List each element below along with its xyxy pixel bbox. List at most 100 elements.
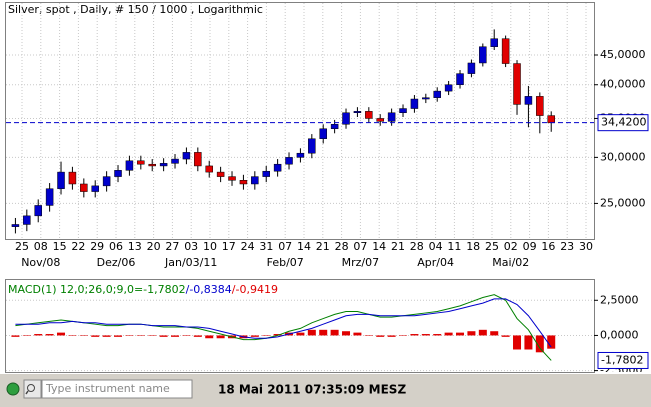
search-placeholder: Type instrument name xyxy=(45,382,170,395)
histogram-bar xyxy=(182,335,191,336)
search-input[interactable] xyxy=(41,379,193,399)
histogram-bar xyxy=(193,335,202,337)
x-tick-label: 10 xyxy=(203,240,217,253)
legend-entry: /-0,8384 xyxy=(186,283,232,296)
candle-body xyxy=(376,118,384,122)
x-tick-label: 25 xyxy=(485,240,499,253)
histogram-bar xyxy=(262,335,271,336)
candle-body xyxy=(536,96,544,116)
histogram-bar xyxy=(364,335,373,336)
macd-last-box xyxy=(597,351,649,369)
x-tick-label: 16 xyxy=(541,240,555,253)
x-tick-label: 29 xyxy=(90,240,104,253)
candle-body xyxy=(57,171,65,189)
candle-body xyxy=(342,112,350,125)
candle-body xyxy=(467,62,476,74)
candle-body xyxy=(479,46,487,64)
x-tick-label: 13 xyxy=(128,240,142,253)
x-tick-label: 31 xyxy=(259,240,273,253)
histogram-bar xyxy=(273,334,282,336)
x-tick-label: 07 xyxy=(353,240,367,253)
histogram-bar xyxy=(102,335,111,337)
x-tick-label: 23 xyxy=(560,240,574,253)
histogram-bar xyxy=(501,335,510,337)
x-tick-label: 21 xyxy=(391,240,405,253)
candle-body xyxy=(444,84,453,92)
histogram-bar xyxy=(68,335,77,336)
histogram-bar xyxy=(513,335,522,350)
histogram-bar xyxy=(91,335,100,337)
histogram-bar xyxy=(467,331,476,336)
candle-body xyxy=(353,111,362,113)
x-tick-label: 25 xyxy=(15,240,29,253)
histogram-bar xyxy=(433,334,442,336)
histogram-bar xyxy=(307,329,316,336)
candle-body xyxy=(330,124,339,130)
candle-body xyxy=(296,152,305,158)
x-tick-label: 28 xyxy=(335,240,349,253)
macd-panel xyxy=(5,279,595,373)
search-icon xyxy=(27,384,35,392)
search-button[interactable] xyxy=(23,379,42,399)
histogram-bar xyxy=(478,329,487,336)
candle-body xyxy=(501,38,510,64)
candle-body xyxy=(308,138,316,154)
candle-body xyxy=(216,171,225,177)
status-icon xyxy=(6,382,20,396)
x-tick-label: 22 xyxy=(71,240,85,253)
histogram-bar xyxy=(148,335,157,336)
candle-body xyxy=(228,176,236,181)
x-tick-label: 20 xyxy=(147,240,161,253)
candle-body xyxy=(205,165,213,173)
candle-body xyxy=(137,160,145,165)
macd-legend: MACD(1) 12,0;26,0;9,0=-1,7802/-0,8384/-0… xyxy=(8,283,278,296)
histogram-bar xyxy=(250,335,259,337)
x-tick-label: 09 xyxy=(523,240,537,253)
y-tick-label: 45,0000 xyxy=(600,48,646,61)
candle-body xyxy=(410,98,419,109)
candle-body xyxy=(387,112,396,122)
histogram-bar xyxy=(399,335,408,336)
x-tick-label: 18 xyxy=(466,240,480,253)
histogram-bar xyxy=(547,335,556,349)
histogram-bar xyxy=(387,335,396,337)
candle-body xyxy=(194,152,202,167)
x-tick-label: 24 xyxy=(241,240,255,253)
x-tick-label: 27 xyxy=(165,240,179,253)
histogram-bar xyxy=(410,334,419,336)
candle-body xyxy=(171,158,179,164)
x-tick-label: 14 xyxy=(297,240,311,253)
histogram-bar xyxy=(11,335,20,337)
chart-title: Silver, spot , Daily, # 150 / 1000 , Log… xyxy=(8,3,263,16)
x-tick-label: 03 xyxy=(184,240,198,253)
histogram-bar xyxy=(535,335,544,353)
candle-body xyxy=(45,188,54,206)
histogram-bar xyxy=(524,335,533,350)
candle-body xyxy=(80,183,88,192)
x-tick-label: 30 xyxy=(579,240,593,253)
x-tick-label: 17 xyxy=(222,240,236,253)
histogram-bar xyxy=(342,331,351,336)
candle-body xyxy=(285,157,293,165)
x-tick-label: 04 xyxy=(429,240,443,253)
macd-line xyxy=(15,294,552,361)
x-month-label: Mai/02 xyxy=(492,256,529,269)
histogram-bar xyxy=(296,332,305,336)
x-month-label: Mrz/07 xyxy=(342,256,380,269)
candle-body xyxy=(456,73,464,85)
histogram-bar xyxy=(490,331,499,336)
histogram-bar xyxy=(444,332,453,336)
candle-body xyxy=(399,108,407,113)
histogram-bar xyxy=(205,335,214,339)
histogram-bar xyxy=(22,335,31,336)
histogram-bar xyxy=(330,329,339,336)
candle-body xyxy=(422,97,430,100)
histogram-bar xyxy=(216,335,225,339)
candle-body xyxy=(23,215,31,225)
macd-line xyxy=(15,298,552,348)
x-tick-label: 15 xyxy=(53,240,67,253)
histogram-bar xyxy=(456,332,465,336)
x-tick-label: 07 xyxy=(278,240,292,253)
y-tick-label: 40,0000 xyxy=(600,78,646,91)
